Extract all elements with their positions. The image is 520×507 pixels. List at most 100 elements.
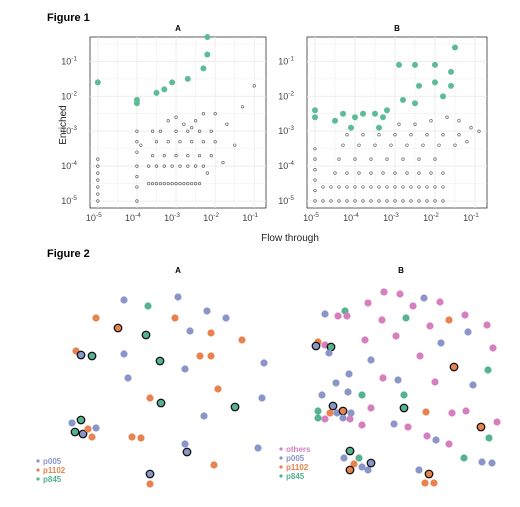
node-p1102 (339, 407, 347, 415)
background-point (96, 171, 100, 175)
node-p1102 (346, 466, 354, 474)
background-point (166, 181, 170, 186)
background-point (329, 199, 333, 203)
node-p1102 (146, 394, 154, 402)
node-p005 (68, 419, 76, 427)
background-point (389, 143, 393, 147)
node-p005 (200, 412, 208, 420)
background-point (178, 164, 182, 168)
y-tick-label: 10-4 (61, 160, 77, 171)
background-point (240, 105, 245, 109)
background-point (417, 185, 421, 189)
background-point (345, 133, 349, 137)
background-point (150, 154, 155, 158)
node-others (346, 415, 354, 423)
background-point (477, 129, 481, 133)
node-p1102 (421, 479, 429, 487)
y-tick-label: 10-2 (278, 90, 294, 101)
node-p005 (344, 388, 352, 396)
node-p1102 (207, 352, 215, 360)
background-point (135, 199, 139, 203)
background-point (373, 143, 377, 147)
node-others (489, 344, 497, 352)
background-point (361, 199, 365, 203)
node-p005 (432, 436, 440, 444)
node-p005 (364, 466, 372, 474)
enriched-point (312, 114, 318, 121)
panel-title: A (175, 266, 181, 275)
node-p845 (346, 447, 354, 455)
node-p845 (156, 357, 164, 365)
node-p845 (144, 302, 152, 310)
background-point (345, 185, 349, 189)
background-point (337, 157, 341, 161)
background-point (441, 199, 445, 203)
y-tick-label: 10-5 (278, 195, 294, 206)
node-p1102 (326, 409, 334, 417)
node-p005 (181, 440, 189, 448)
background-point (147, 164, 151, 168)
enriched-point (153, 89, 160, 96)
enriched-point (432, 79, 438, 86)
background-point (154, 140, 159, 144)
node-others (380, 288, 388, 296)
enriched-point (312, 107, 318, 114)
background-point (209, 154, 213, 158)
node-p845 (88, 352, 96, 360)
node-p1102 (92, 314, 100, 322)
y-tick-label: 10-2 (61, 90, 77, 101)
x-tick-label: 10-3 (383, 212, 399, 223)
background-point (166, 140, 170, 144)
background-point (201, 164, 206, 168)
node-p005 (464, 328, 472, 336)
node-others (445, 440, 453, 448)
node-p005 (367, 459, 375, 467)
node-p845 (402, 314, 410, 322)
enriched-point (169, 79, 176, 86)
legend-label-others: others (286, 445, 311, 454)
background-point (162, 164, 166, 168)
enriched-point (376, 124, 382, 131)
enriched-point (448, 68, 454, 75)
background-point (313, 178, 317, 182)
background-point (158, 181, 162, 186)
background-point (357, 143, 361, 147)
background-point (233, 143, 237, 147)
node-others (367, 404, 375, 412)
background-point (96, 164, 100, 168)
node-others (409, 302, 417, 310)
enriched-point (384, 107, 390, 114)
node-p005 (340, 454, 348, 462)
legend-label-p1102: p1102 (286, 463, 309, 472)
background-point (345, 199, 349, 203)
background-point (186, 129, 190, 133)
background-point (417, 157, 421, 161)
background-point (429, 119, 433, 123)
node-p1102 (137, 434, 145, 442)
background-point (441, 171, 445, 175)
background-point (377, 199, 381, 203)
node-p1102 (422, 408, 430, 416)
background-point (357, 171, 361, 175)
enriched-point (340, 110, 346, 117)
node-p005 (325, 349, 333, 357)
legend-swatch (279, 456, 283, 460)
background-point (158, 129, 162, 133)
node-p005 (312, 342, 320, 350)
background-point (433, 199, 437, 203)
background-point (457, 133, 461, 137)
legend-label-p845: p845 (43, 475, 62, 484)
background-point (453, 143, 457, 147)
node-p1102 (128, 433, 136, 441)
node-p005 (254, 444, 262, 452)
background-point (170, 164, 174, 168)
background-point (178, 140, 182, 144)
node-p005 (124, 374, 132, 382)
node-p845 (355, 454, 363, 462)
background-point (393, 133, 397, 137)
panel-title: B (398, 266, 404, 275)
background-point (190, 126, 194, 130)
background-point (186, 154, 190, 158)
node-p1102 (430, 479, 438, 487)
background-point (166, 119, 170, 123)
